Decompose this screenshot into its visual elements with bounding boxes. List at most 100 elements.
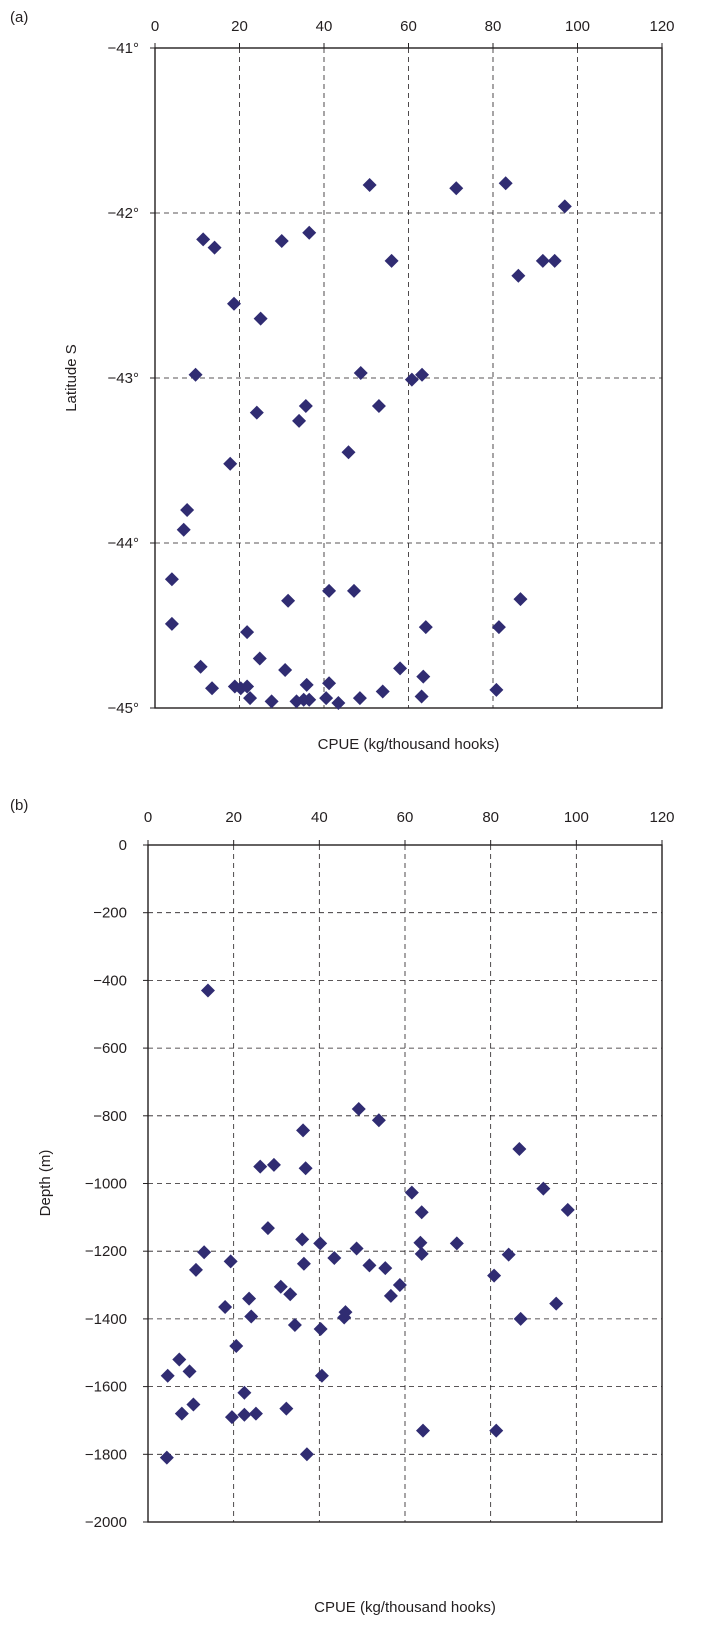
data-point bbox=[383, 1288, 398, 1303]
data-point bbox=[501, 1247, 516, 1262]
data-point bbox=[253, 311, 268, 326]
data-point bbox=[218, 1300, 233, 1315]
data-point bbox=[298, 1161, 313, 1176]
data-point bbox=[536, 1181, 551, 1196]
data-point bbox=[393, 661, 408, 676]
chart-panel-a: (a) 0 20 40 60 80 100 120 −41° −42° −43° −44° −45° CP… bbox=[10, 9, 675, 753]
data-point bbox=[298, 399, 313, 414]
data-point bbox=[205, 681, 220, 696]
y-axis-title: Latitude S bbox=[63, 344, 80, 412]
data-point bbox=[237, 1407, 252, 1422]
data-point bbox=[264, 694, 279, 709]
y-axis-title: Depth (m) bbox=[37, 1150, 54, 1217]
data-point bbox=[207, 240, 222, 255]
data-point bbox=[274, 234, 289, 249]
data-point bbox=[200, 983, 215, 998]
data-point bbox=[418, 620, 433, 635]
data-point bbox=[511, 268, 526, 283]
data-point bbox=[283, 1287, 298, 1302]
data-point bbox=[549, 1296, 564, 1311]
x-tick-label: 0 bbox=[144, 809, 152, 826]
y-tick-label: −2000 bbox=[85, 1514, 127, 1531]
data-point bbox=[414, 1246, 429, 1261]
data-point bbox=[313, 1322, 328, 1337]
y-tick-label: −42° bbox=[108, 205, 139, 222]
data-point bbox=[513, 1311, 528, 1326]
data-point bbox=[352, 691, 367, 706]
data-point bbox=[164, 572, 179, 587]
x-tick-label: 40 bbox=[316, 18, 333, 35]
data-point bbox=[489, 1423, 504, 1438]
data-point bbox=[341, 445, 356, 460]
data-point bbox=[449, 181, 464, 196]
data-point bbox=[362, 1258, 377, 1273]
data-point bbox=[223, 456, 238, 471]
data-point bbox=[176, 522, 191, 537]
data-point bbox=[229, 1338, 244, 1353]
data-point bbox=[253, 1159, 268, 1174]
data-point bbox=[188, 1262, 203, 1277]
y-tick-label: −400 bbox=[93, 972, 127, 989]
y-tick-label: −44° bbox=[108, 535, 139, 552]
data-point bbox=[244, 1309, 259, 1324]
data-point bbox=[498, 176, 513, 191]
data-point bbox=[491, 620, 506, 635]
data-point bbox=[404, 372, 419, 387]
data-point bbox=[164, 616, 179, 631]
y-tick-label: −41° bbox=[108, 40, 139, 57]
data-point bbox=[188, 367, 203, 382]
data-point bbox=[362, 177, 377, 192]
data-point bbox=[512, 1141, 527, 1156]
x-axis-title: CPUE (kg/thousand hooks) bbox=[314, 1599, 496, 1616]
data-point bbox=[375, 684, 390, 699]
data-point bbox=[337, 1310, 352, 1325]
x-tick-label: 100 bbox=[565, 18, 590, 35]
data-point bbox=[557, 199, 572, 214]
data-point bbox=[227, 296, 242, 311]
data-point bbox=[547, 253, 562, 268]
data-point bbox=[182, 1364, 197, 1379]
data-point bbox=[331, 696, 346, 711]
data-point bbox=[487, 1268, 502, 1283]
data-point bbox=[266, 1157, 281, 1172]
data-point bbox=[371, 399, 386, 414]
y-tick-label: −43° bbox=[108, 370, 139, 387]
data-point bbox=[413, 1235, 428, 1250]
data-point bbox=[313, 1236, 328, 1251]
data-point bbox=[279, 1401, 294, 1416]
data-point bbox=[296, 1256, 311, 1271]
panel-label: (a) bbox=[10, 9, 28, 26]
data-point bbox=[319, 691, 334, 706]
data-point bbox=[449, 1236, 464, 1251]
data-point bbox=[243, 691, 258, 706]
data-point bbox=[186, 1397, 201, 1412]
data-point bbox=[278, 663, 293, 678]
data-point bbox=[327, 1250, 342, 1265]
y-tick-label: −800 bbox=[93, 1108, 127, 1125]
data-point bbox=[249, 405, 264, 420]
x-tick-label: 100 bbox=[564, 809, 589, 826]
data-point bbox=[248, 1406, 263, 1421]
data-point bbox=[196, 232, 211, 247]
data-point bbox=[322, 583, 337, 598]
data-point bbox=[346, 583, 361, 598]
data-point bbox=[404, 1185, 419, 1200]
x-tick-label: 20 bbox=[231, 18, 248, 35]
data-point bbox=[299, 677, 314, 692]
y-tick-label: −1800 bbox=[85, 1446, 127, 1463]
data-point bbox=[172, 1352, 187, 1367]
data-point bbox=[489, 682, 504, 697]
data-point bbox=[415, 1423, 430, 1438]
data-point bbox=[242, 1291, 257, 1306]
data-point bbox=[193, 659, 208, 674]
x-tick-label: 120 bbox=[649, 18, 674, 35]
x-tick-label: 0 bbox=[151, 18, 159, 35]
data-point bbox=[371, 1113, 386, 1128]
y-tick-label: −1200 bbox=[85, 1243, 127, 1260]
data-point bbox=[296, 1123, 311, 1138]
data-point bbox=[302, 692, 317, 707]
y-tick-label: −1600 bbox=[85, 1379, 127, 1396]
data-point bbox=[384, 253, 399, 268]
data-point bbox=[295, 1232, 310, 1247]
data-point bbox=[224, 1410, 239, 1425]
